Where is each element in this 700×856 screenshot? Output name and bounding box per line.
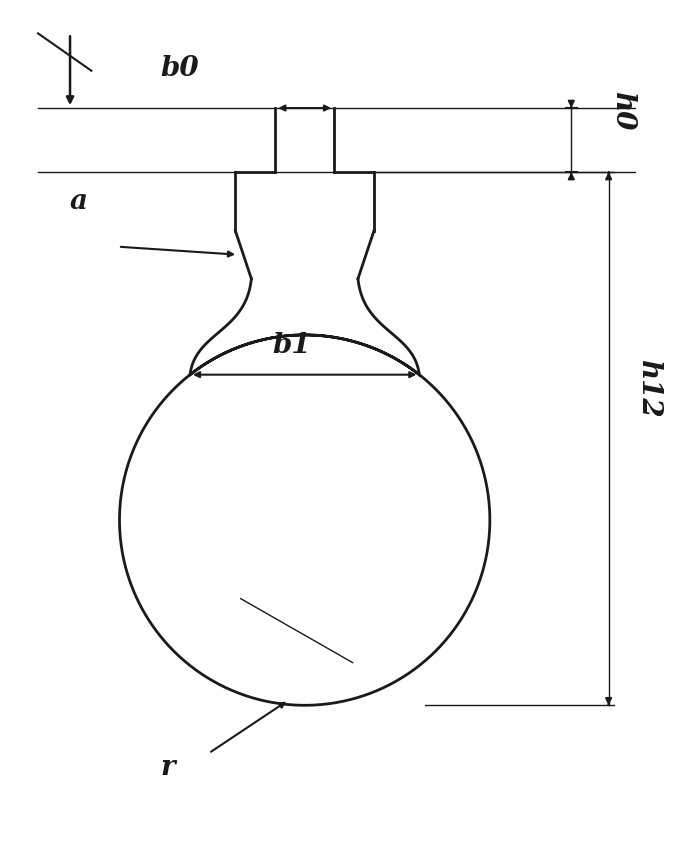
Text: h0: h0 — [608, 91, 636, 130]
Text: b1: b1 — [273, 332, 312, 360]
Text: h12: h12 — [636, 360, 662, 418]
Text: b0: b0 — [161, 55, 199, 82]
Text: r: r — [161, 753, 175, 781]
Text: a: a — [70, 188, 88, 216]
